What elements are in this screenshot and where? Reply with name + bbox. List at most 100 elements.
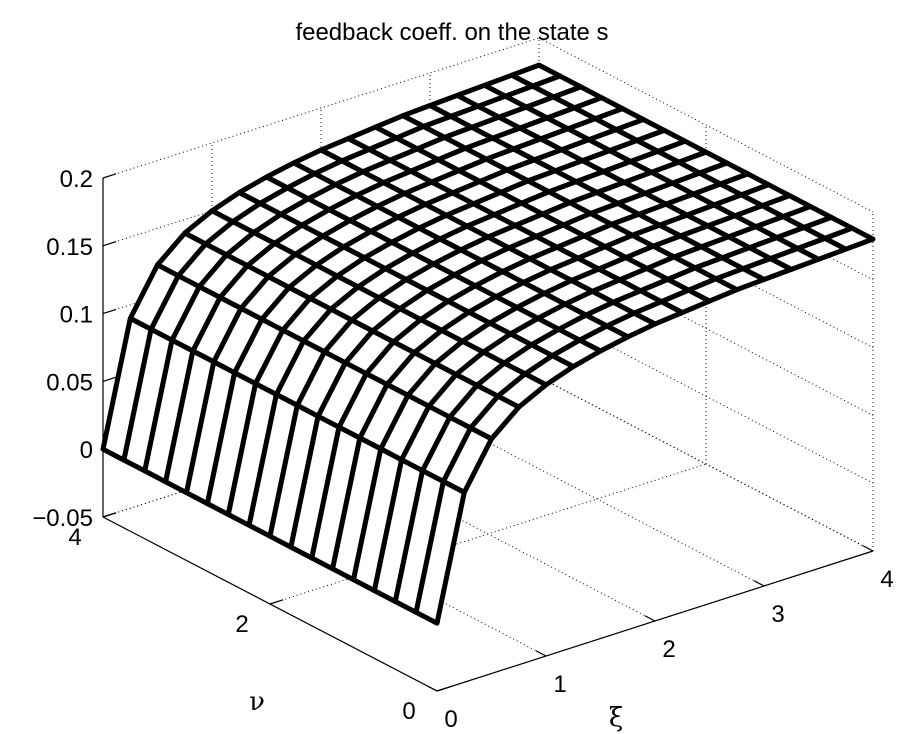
y-tick-label: 0 [402, 698, 415, 725]
surface-face [332, 438, 381, 580]
y-tick-label: 2 [235, 611, 248, 638]
x-tick-mark [644, 615, 656, 622]
surface-face [270, 405, 319, 548]
x-tick-label: 3 [771, 601, 784, 628]
surface-face [353, 448, 402, 591]
surface-face [261, 287, 310, 331]
grid-line [538, 240, 874, 416]
surface-face [268, 254, 317, 288]
surface-face [130, 264, 179, 330]
surface-face [172, 286, 221, 351]
surface-face [213, 308, 262, 373]
surface-face [393, 319, 442, 353]
surface-face [311, 427, 360, 569]
z-tick-mark [102, 376, 117, 382]
y-axis-label: ν [249, 687, 265, 717]
surface-face [165, 351, 214, 493]
surface-face [387, 352, 436, 396]
surface-face [339, 373, 388, 438]
surface-face [103, 318, 152, 461]
grid-line [429, 411, 765, 587]
surface-face [282, 298, 331, 341]
surface-face [408, 363, 457, 407]
grid-line [102, 37, 540, 179]
z-tick-mark [102, 308, 117, 315]
surface-face [422, 417, 471, 482]
surface-face [297, 351, 346, 417]
surface-face [497, 373, 546, 408]
x-tick-label: 4 [880, 566, 893, 593]
z-tick-mark [102, 512, 117, 518]
surface-face [226, 232, 275, 266]
x-tick-label: 2 [662, 636, 675, 663]
surface-face [178, 244, 227, 287]
surface-face [247, 243, 296, 277]
z-tick-label: 0.2 [60, 166, 93, 193]
x-tick-mark [753, 580, 765, 587]
surface-face [123, 329, 172, 471]
surface-face [477, 363, 526, 397]
surface-face [351, 297, 400, 331]
z-tick-label: 0.15 [46, 234, 93, 261]
surface-mesh [100, 62, 876, 626]
surface-face [380, 395, 429, 460]
surface-face [324, 320, 373, 363]
x-axis-label: ξ [609, 703, 623, 733]
surface-face [186, 361, 235, 504]
surface-face [207, 372, 256, 515]
z-tick-mark [102, 241, 117, 247]
surface-face [374, 459, 423, 602]
surface-face [255, 330, 304, 395]
surface-face [276, 341, 325, 406]
x-tick-mark [426, 685, 438, 692]
z-tick-label: −0.05 [32, 505, 93, 532]
y-tick-mark [269, 599, 284, 605]
surface-face [435, 341, 484, 375]
surface-face [416, 481, 465, 624]
surface-face [470, 396, 519, 439]
surface-face [303, 309, 352, 352]
surface-face [290, 416, 339, 558]
surface-face [372, 308, 421, 342]
surface-face [192, 297, 241, 362]
grid-line [538, 308, 874, 484]
surface-face [289, 265, 338, 299]
surface-face [401, 406, 450, 471]
surface-face [151, 275, 200, 341]
surface-face [241, 276, 290, 320]
surface-face [144, 340, 193, 482]
surface-face [199, 254, 248, 298]
surface-face [310, 276, 359, 310]
surface-face [345, 331, 394, 374]
surface-face [228, 383, 277, 526]
z-tick-label: 0.05 [46, 369, 93, 396]
surface-face [157, 233, 206, 276]
surface-face [184, 210, 233, 244]
surface-cell [413, 479, 467, 626]
surface-face [443, 428, 492, 493]
grid-line [538, 37, 874, 213]
surface-face [428, 374, 477, 418]
z-tick-mark [102, 173, 117, 179]
surface-face [456, 352, 505, 386]
z-tick-label: 0.1 [60, 302, 93, 329]
x-tick-label: 1 [553, 671, 566, 698]
surface-face [205, 221, 254, 255]
grid-line [269, 463, 707, 605]
surface-face [414, 330, 463, 364]
surface-face [395, 470, 444, 613]
chart-title: feedback coeff. on the state s [295, 19, 608, 46]
surface-face [220, 265, 269, 309]
x-tick-label: 0 [444, 706, 457, 733]
surface-face [330, 286, 379, 321]
surface-face [449, 385, 498, 428]
y-tick-label: 4 [68, 524, 81, 551]
z-tick-label: 0 [80, 437, 93, 464]
surface-face [366, 341, 415, 385]
x-tick-mark [862, 545, 874, 552]
surface-face [318, 362, 367, 428]
x-tick-mark [535, 650, 547, 657]
surface-face [234, 319, 283, 384]
